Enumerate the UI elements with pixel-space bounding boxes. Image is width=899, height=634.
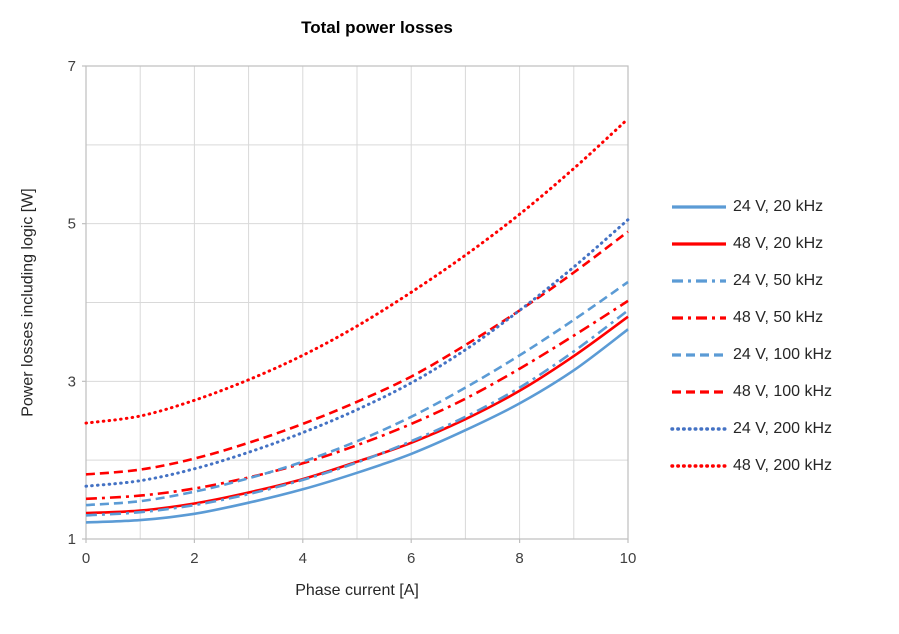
curve-48-v-200-khz: [84, 117, 630, 425]
legend-label: 48 V, 20 kHz: [733, 234, 824, 252]
y-tick-label: 7: [68, 58, 76, 75]
y-tick-label: 3: [68, 373, 76, 390]
legend-line-sample: [672, 204, 726, 209]
y-tick-label: 5: [68, 216, 76, 233]
legend-item: 48 V, 50 kHz: [670, 299, 832, 336]
legend-item: 24 V, 20 kHz: [670, 188, 832, 225]
x-tick-label: 4: [299, 550, 307, 567]
curve-24-v-200-khz: [84, 218, 630, 488]
curve-48-v-20-khz: [85, 315, 629, 515]
legend-line-sample: [672, 352, 726, 357]
legend-label: 24 V, 200 kHz: [733, 419, 833, 437]
curve-24-v-50-khz: [85, 309, 629, 517]
legend-label: 24 V, 20 kHz: [733, 197, 824, 215]
legend-line-sample: [672, 278, 726, 283]
curve-48-v-100-khz: [85, 230, 629, 476]
x-tick-label: 8: [515, 550, 523, 567]
plot-border: [85, 65, 629, 540]
x-tick-label: 6: [407, 550, 415, 567]
x-axis-title: Phase current [A]: [295, 582, 419, 599]
curve-48-v-50-khz: [85, 299, 629, 501]
legend-item: 48 V, 20 kHz: [670, 225, 832, 262]
legend-label: 48 V, 100 kHz: [733, 382, 833, 400]
legend-line-sample: [672, 315, 726, 320]
y-axis-title: Power losses including logic [W]: [19, 188, 37, 417]
legend-line-sample: [672, 389, 726, 394]
legend-label: 48 V, 200 kHz: [733, 456, 833, 474]
legend-item: 24 V, 50 kHz: [670, 262, 832, 299]
legend-line-sample: [672, 241, 726, 246]
y-tick-label: 1: [68, 531, 76, 548]
legend-item: 48 V, 200 kHz: [670, 447, 832, 484]
chart-title: Total power losses: [301, 18, 453, 37]
legend-line-sample: [670, 426, 728, 431]
legend-item: 24 V, 100 kHz: [670, 336, 832, 373]
x-tick-label: 2: [190, 550, 198, 567]
legend-label: 24 V, 50 kHz: [733, 271, 824, 289]
curve-24-v-100-khz: [85, 280, 629, 507]
legend-line-sample: [670, 463, 728, 468]
legend-label: 24 V, 100 kHz: [733, 345, 833, 363]
legend-item: 24 V, 200 kHz: [670, 410, 832, 447]
legend: 24 V, 20 kHz 48 V, 20 kHz 24 V, 50 kHz 48 V…: [670, 188, 832, 484]
x-tick-label: 10: [620, 550, 637, 567]
legend-item: 48 V, 100 kHz: [670, 373, 832, 410]
curve-24-v-20-khz: [85, 328, 629, 524]
x-tick-label: 0: [82, 550, 90, 567]
legend-label: 48 V, 50 kHz: [733, 308, 824, 326]
